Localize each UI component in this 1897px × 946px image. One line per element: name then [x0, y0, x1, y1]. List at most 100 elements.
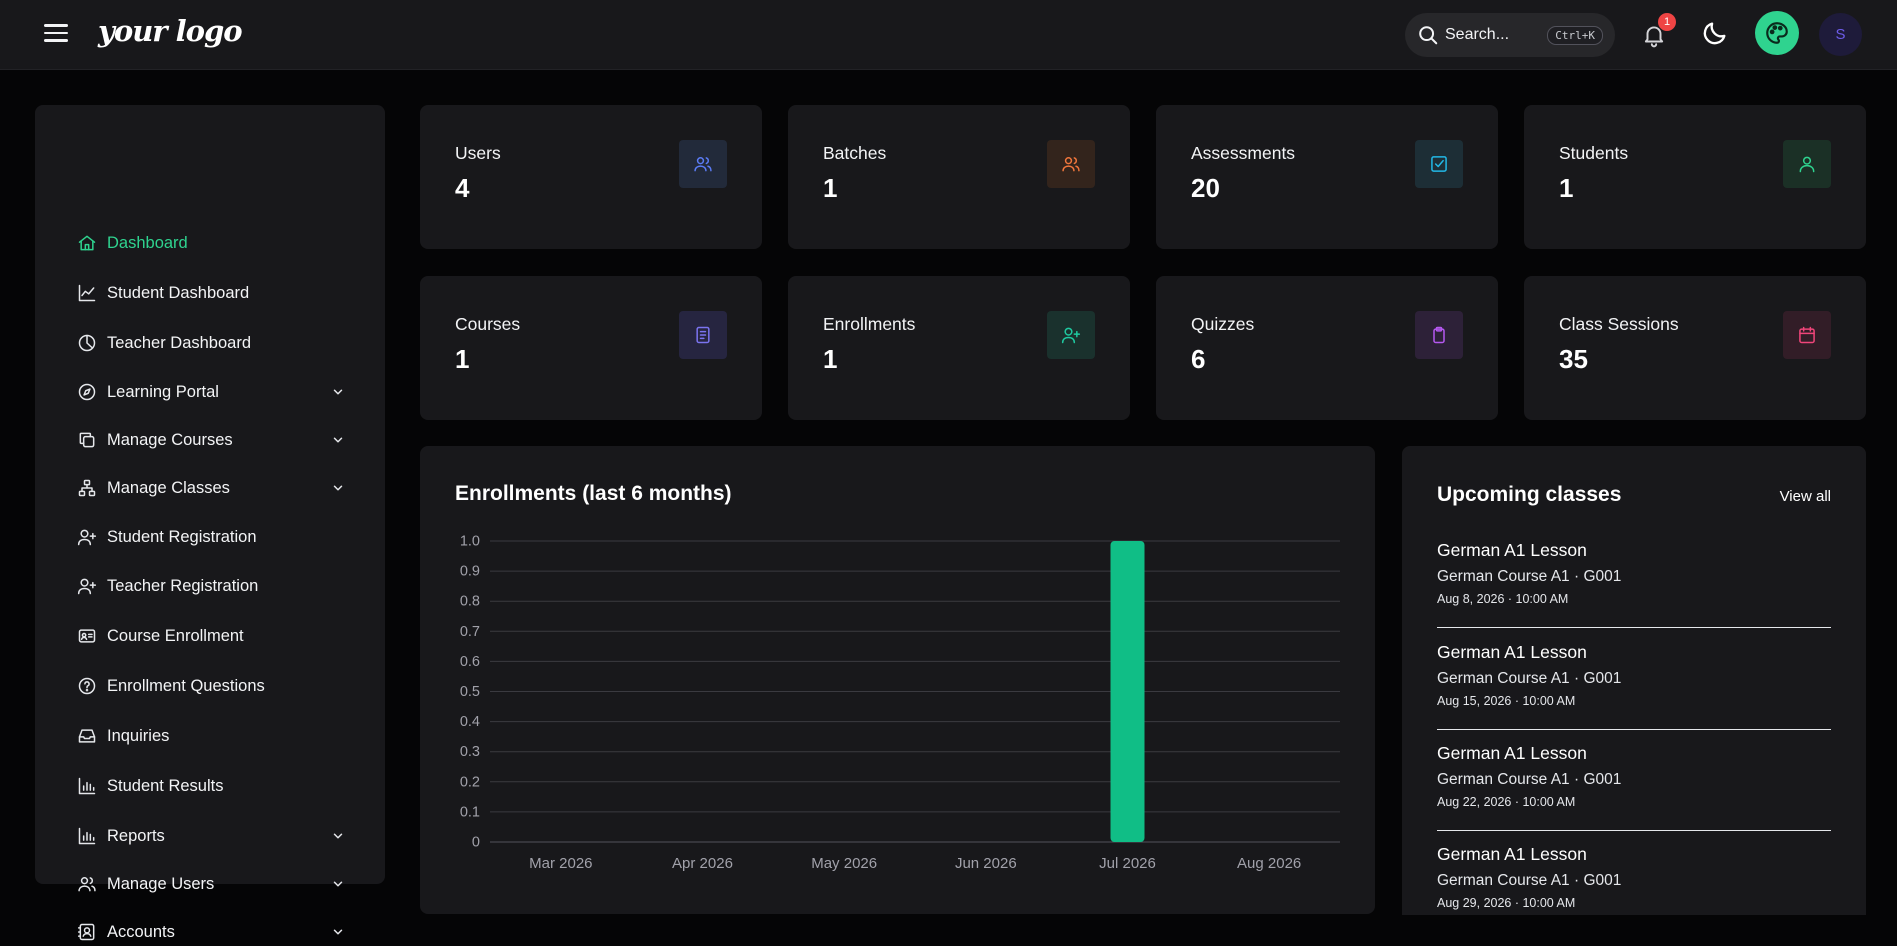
upcoming-class-item[interactable]: German A1 Lesson German Course A1 · G001 A…: [1437, 642, 1831, 730]
stat-card-quizzes[interactable]: Quizzes 6: [1156, 276, 1498, 420]
view-all-link[interactable]: View all: [1779, 488, 1831, 505]
class-course: German Course A1 · G001: [1437, 568, 1622, 585]
contact-icon: [77, 923, 95, 941]
sidebar-item-enrollment-questions[interactable]: Enrollment Questions: [77, 672, 347, 700]
y-tick-label: 0.9: [460, 564, 480, 580]
upcoming-class-item[interactable]: German A1 Lesson German Course A1 · G001 A…: [1437, 540, 1831, 628]
stat-label: Batches: [823, 143, 887, 163]
class-title: German A1 Lesson: [1437, 844, 1587, 864]
sidebar-item-inquiries[interactable]: Inquiries: [77, 722, 347, 750]
x-tick-label: Mar 2026: [529, 855, 592, 872]
sidebar-item-label: Teacher Dashboard: [107, 333, 252, 352]
class-course: German Course A1 · G001: [1437, 771, 1622, 788]
stat-card-class-sessions[interactable]: Class Sessions 35: [1524, 276, 1866, 420]
check-square-icon: [1431, 156, 1447, 172]
stat-icon-box: [679, 140, 727, 188]
stat-card-students[interactable]: Students 1: [1524, 105, 1866, 249]
sidebar-item-teacher-registration[interactable]: Teacher Registration: [77, 572, 347, 600]
sidebar-item-accounts[interactable]: Accounts: [77, 918, 347, 946]
stat-value: 1: [823, 344, 838, 374]
class-datetime: Aug 29, 2026 · 10:00 AM: [1437, 896, 1576, 910]
stat-label: Students: [1559, 143, 1629, 163]
menu-toggle-icon[interactable]: [44, 24, 68, 44]
x-tick-label: Aug 2026: [1237, 855, 1301, 872]
palette-icon: [1766, 22, 1788, 44]
sidebar-item-label: Inquiries: [107, 726, 170, 745]
compass-icon: [78, 383, 96, 401]
upcoming-class-item[interactable]: German A1 Lesson German Course A1 · G001 A…: [1437, 844, 1831, 915]
user-plus-icon: [77, 529, 97, 546]
class-datetime: Aug 8, 2026 · 10:00 AM: [1437, 592, 1569, 606]
sidebar-item-course-enrollment[interactable]: Course Enrollment: [77, 622, 347, 650]
sidebar-item-label: Manage Classes: [107, 478, 230, 497]
chart-title: Enrollments (last 6 months): [455, 482, 732, 505]
class-title: German A1 Lesson: [1437, 540, 1587, 560]
sidebar-item-learning-portal[interactable]: Learning Portal: [77, 378, 347, 406]
theme-palette-button[interactable]: [1755, 11, 1799, 55]
stat-card-batches[interactable]: Batches 1: [788, 105, 1130, 249]
upcoming-classes-panel: Upcoming classes View all German A1 Less…: [1402, 446, 1866, 915]
chevron-down-icon[interactable]: [331, 877, 345, 891]
user-plus-icon: [77, 527, 97, 547]
sidebar-item-manage-classes[interactable]: Manage Classes: [77, 474, 347, 502]
sidebar-item-label: Reports: [107, 826, 165, 845]
upcoming-class-item[interactable]: German A1 Lesson German Course A1 · G001 A…: [1437, 743, 1831, 831]
stat-label: Assessments: [1191, 143, 1296, 163]
stat-card-enrollments[interactable]: Enrollments 1: [788, 276, 1130, 420]
chevron-down-icon[interactable]: [331, 829, 345, 843]
stat-label: Users: [455, 143, 501, 163]
sidebar-item-teacher-dashboard[interactable]: Teacher Dashboard: [77, 329, 347, 357]
stat-icon-box: [1047, 311, 1095, 359]
sidebar-item-student-registration[interactable]: Student Registration: [77, 523, 347, 551]
chart-line-icon: [77, 283, 97, 303]
class-datetime: Aug 22, 2026 · 10:00 AM: [1437, 795, 1576, 809]
chevron-down-icon[interactable]: [331, 385, 345, 399]
sidebar-item-dashboard[interactable]: Dashboard: [77, 229, 347, 257]
y-tick-label: 0.4: [460, 714, 480, 730]
sitemap-icon: [77, 478, 97, 498]
chevron-down-icon[interactable]: [331, 925, 345, 939]
chevron-down-icon[interactable]: [331, 481, 345, 495]
home-icon: [77, 233, 97, 253]
stat-label: Enrollments: [823, 314, 916, 334]
sidebar-item-manage-users[interactable]: Manage Users: [77, 870, 347, 898]
bar-chart-icon: [77, 776, 97, 796]
sidebar: Dashboard Student Dashboard Teacher Dashbo…: [35, 105, 385, 941]
stat-value: 1: [455, 344, 470, 374]
dark-mode-toggle-icon[interactable]: [1701, 19, 1729, 47]
compass-icon: [77, 382, 97, 402]
stat-value: 35: [1559, 344, 1588, 374]
bar-chart-icon: [77, 826, 97, 846]
sidebar-item-label: Student Registration: [107, 527, 257, 546]
upcoming-title: Upcoming classes: [1437, 483, 1622, 506]
users-icon: [694, 157, 712, 172]
sidebar-item-label: Student Dashboard: [107, 283, 250, 302]
notification-bell-icon[interactable]: [1641, 22, 1667, 48]
book-icon: [696, 326, 710, 344]
stat-card-courses[interactable]: Courses 1: [420, 276, 762, 420]
chevron-down-icon[interactable]: [331, 433, 345, 447]
stat-label: Courses: [455, 314, 521, 334]
search-placeholder: Search...: [1445, 26, 1510, 43]
search-input[interactable]: Search... Ctrl+K: [1405, 13, 1615, 57]
sidebar-item-student-dashboard[interactable]: Student Dashboard: [77, 279, 347, 307]
user-avatar[interactable]: S: [1819, 13, 1862, 56]
stat-card-users[interactable]: Users 4: [420, 105, 762, 249]
home-icon: [78, 235, 96, 251]
sidebar-item-reports[interactable]: Reports: [77, 822, 347, 850]
search-shortcut-hint: Ctrl+K: [1547, 25, 1603, 45]
notification-count-badge: 1: [1658, 13, 1676, 31]
chart-bar: [1110, 541, 1145, 842]
stat-icon-box: [1415, 140, 1463, 188]
sidebar-item-student-results[interactable]: Student Results: [77, 772, 347, 800]
users-icon: [78, 877, 96, 892]
bar-chart-icon: [78, 827, 96, 845]
stat-card-assessments[interactable]: Assessments 20: [1156, 105, 1498, 249]
help-circle-icon: [78, 677, 96, 695]
logo[interactable]: your logo: [98, 14, 243, 48]
sidebar-item-manage-courses[interactable]: Manage Courses: [77, 426, 347, 454]
contact-icon: [77, 922, 97, 942]
id-card-icon: [77, 626, 97, 646]
pie-chart-icon: [77, 333, 97, 353]
sidebar-item-label: Dashboard: [107, 233, 188, 252]
